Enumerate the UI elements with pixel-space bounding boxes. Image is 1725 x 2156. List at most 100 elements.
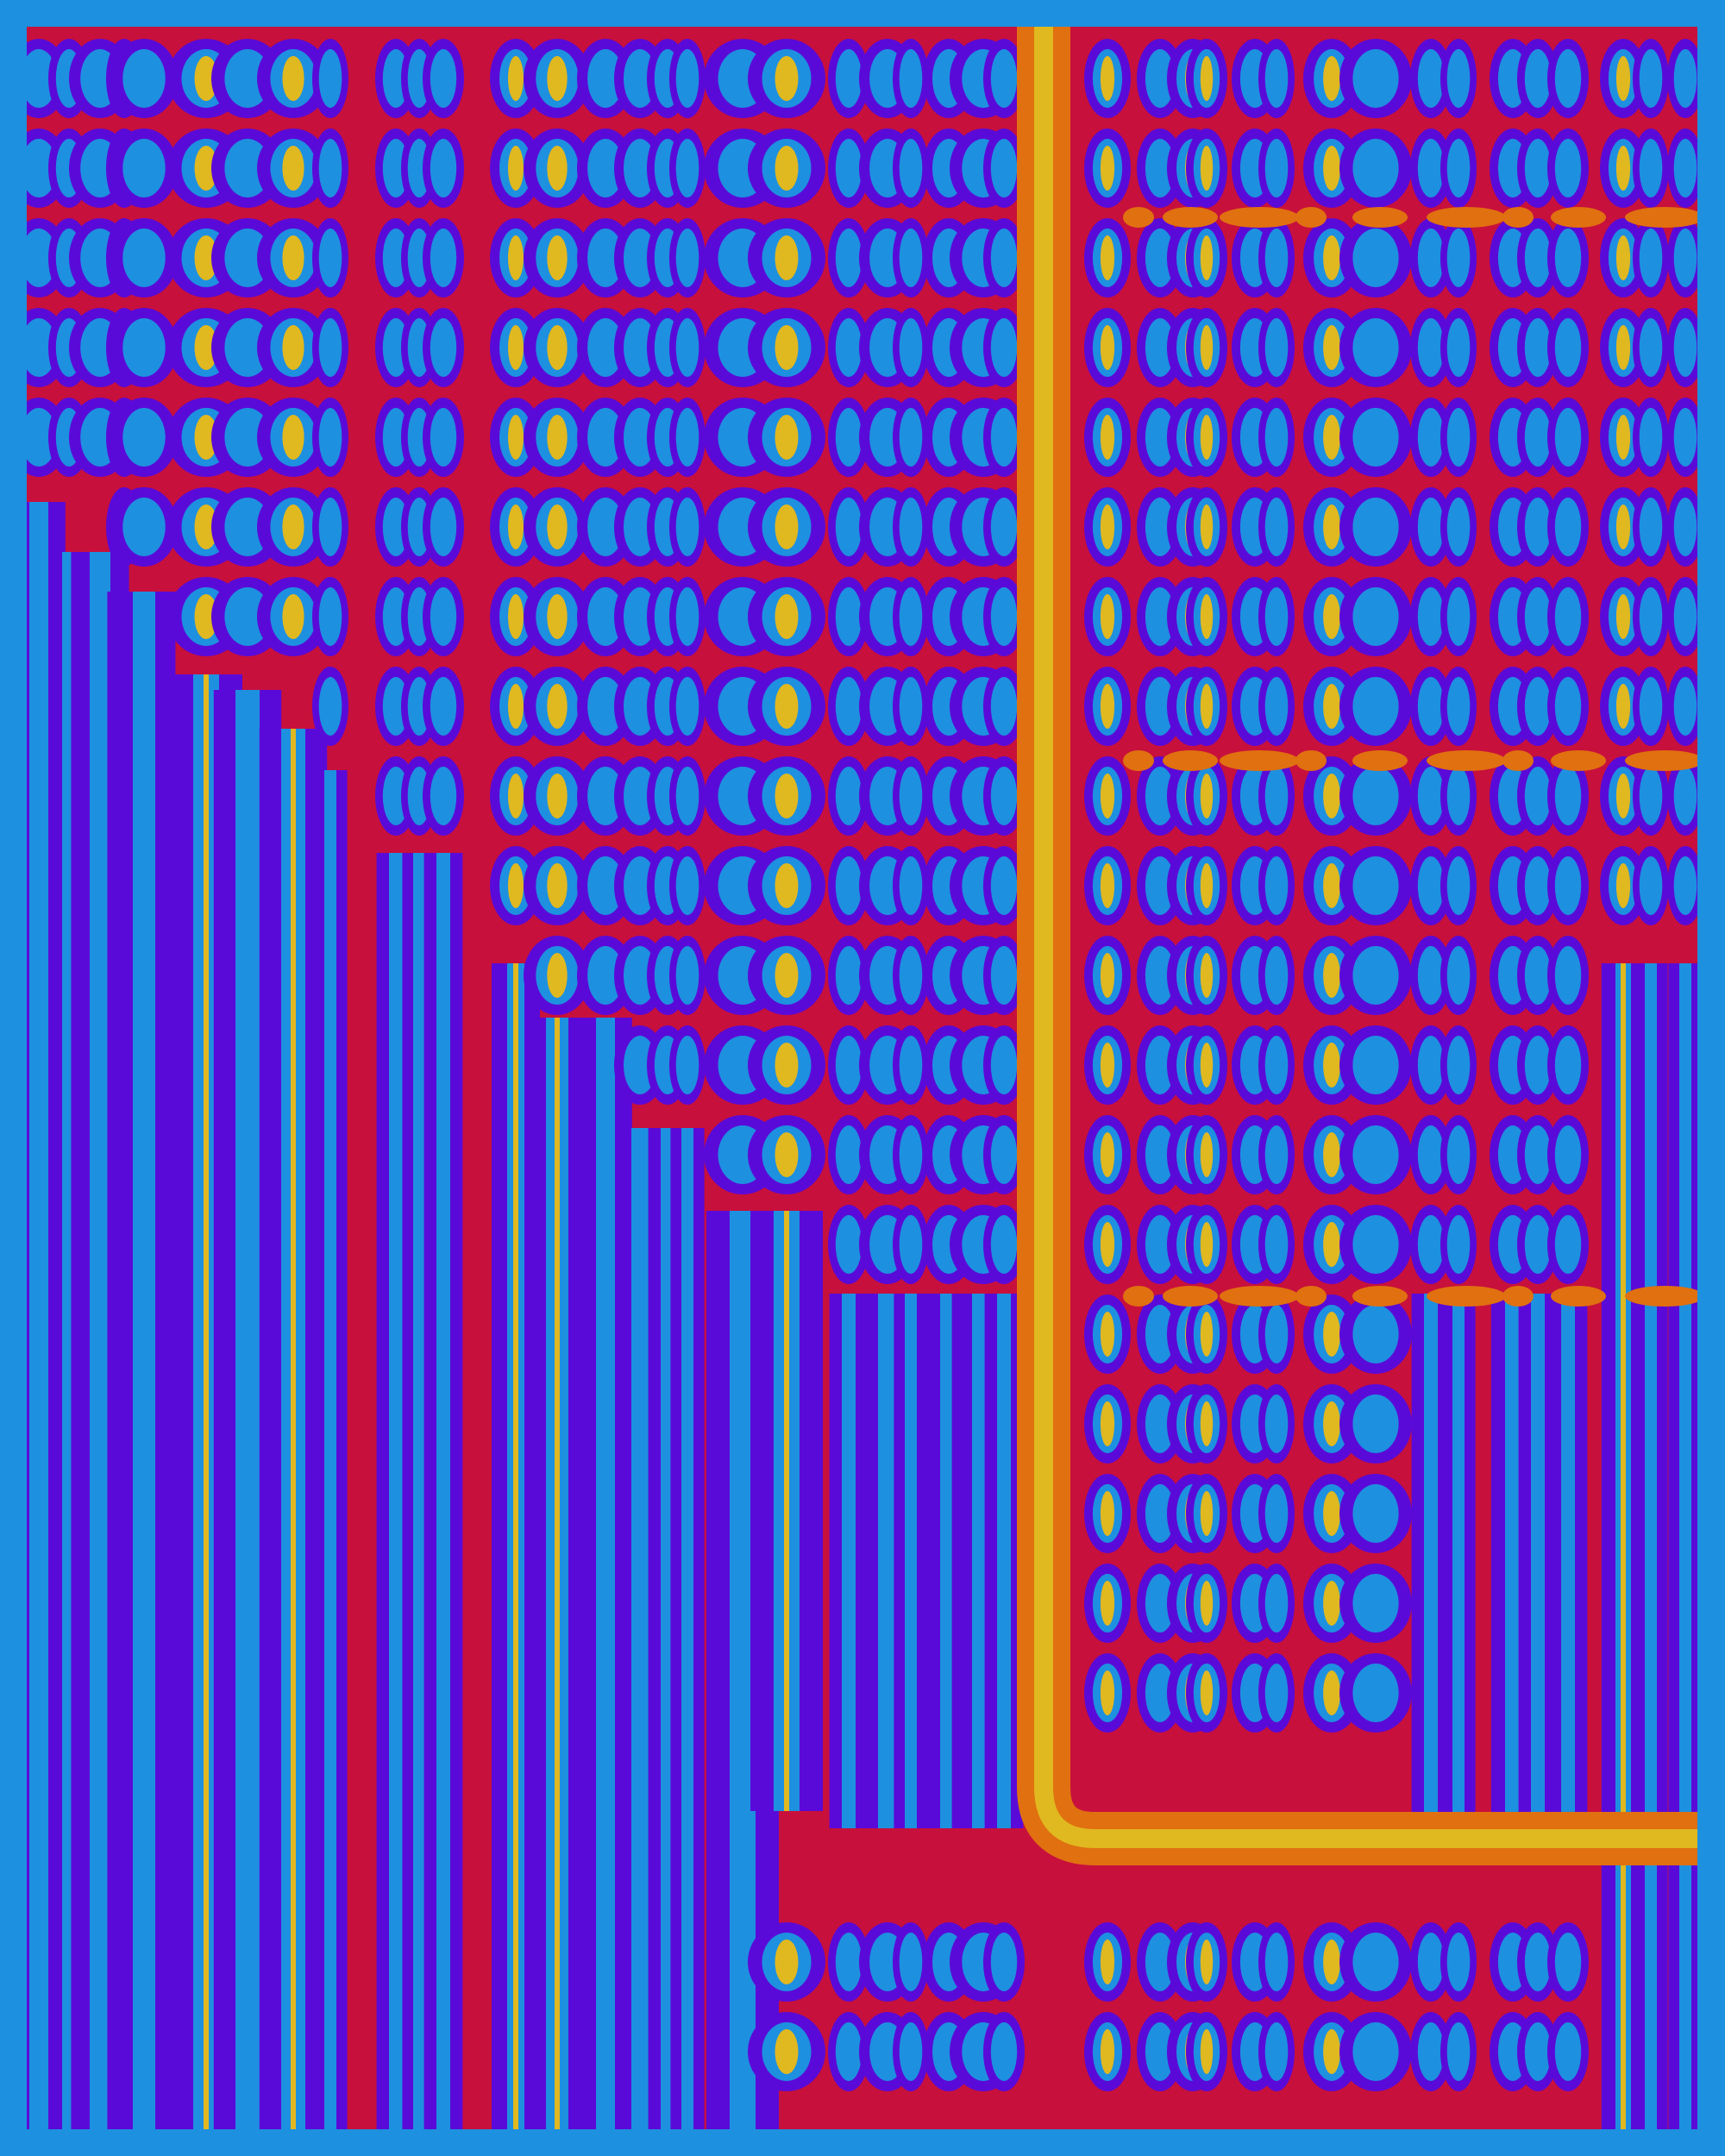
- blob-peak: [1200, 56, 1214, 101]
- blob-peak: [1323, 415, 1340, 460]
- blob-mid: [1446, 1215, 1471, 1274]
- blob-mid: [1264, 1933, 1289, 1991]
- blob-mid: [1145, 677, 1176, 736]
- ridge-dash: [1163, 750, 1218, 771]
- blob-mid: [587, 49, 624, 108]
- blob-mid: [899, 1125, 923, 1184]
- blob-peak: [1615, 415, 1631, 460]
- blob-mid: [1524, 229, 1552, 287]
- blob-peak: [1200, 1581, 1214, 1626]
- blob-mid: [1264, 1664, 1289, 1722]
- blob-mid: [624, 498, 656, 556]
- blob-mid: [675, 587, 699, 646]
- blob-mid: [1524, 856, 1552, 915]
- vertical-stripe-core: [389, 853, 403, 2129]
- blob-mid: [1554, 139, 1582, 197]
- blob-mid: [990, 767, 1018, 825]
- ridge-dash: [1502, 750, 1534, 771]
- blob-mid: [1264, 318, 1289, 377]
- blob-mid: [675, 318, 699, 377]
- blob-mid: [899, 1036, 923, 1094]
- blob-mid: [1417, 1125, 1445, 1184]
- blob-peak: [547, 684, 568, 729]
- blob-mid: [224, 498, 271, 556]
- blob-peak: [1100, 1312, 1115, 1357]
- blob-mid: [675, 1036, 699, 1094]
- blob-peak: [1615, 146, 1631, 191]
- blob-mid: [624, 139, 656, 197]
- blob-mid: [624, 856, 656, 915]
- blob-mid: [318, 229, 342, 287]
- blob-peak: [1200, 953, 1214, 998]
- blob-mid: [1264, 1395, 1289, 1453]
- blob-mid: [587, 587, 624, 646]
- blob-mid: [1673, 856, 1697, 915]
- blob-mid: [990, 318, 1018, 377]
- vertical-stripe-peak: [513, 963, 518, 2129]
- blob-peak: [775, 235, 799, 280]
- blob-peak: [775, 415, 799, 460]
- blob-mid: [990, 1036, 1018, 1094]
- blob-mid: [1639, 318, 1663, 377]
- blob-mid: [1352, 1036, 1399, 1094]
- blob-peak: [282, 415, 304, 460]
- blob-mid: [624, 587, 656, 646]
- blob-peak: [775, 953, 799, 998]
- ridge-dash: [1123, 750, 1154, 771]
- blob-peak: [1200, 774, 1214, 818]
- blob-mid: [1639, 587, 1663, 646]
- blob-mid: [899, 139, 923, 197]
- blob-peak: [547, 235, 568, 280]
- blob-peak: [194, 56, 218, 101]
- blob-peak: [508, 863, 524, 908]
- blob-mid: [624, 677, 656, 736]
- blob-peak: [1200, 325, 1214, 370]
- blob-mid: [1446, 229, 1471, 287]
- blob-peak: [1100, 235, 1115, 280]
- blob-mid: [587, 139, 624, 197]
- ridge-dash: [1123, 1286, 1154, 1307]
- blob-mid: [430, 498, 457, 556]
- blob-peak: [1100, 56, 1115, 101]
- blob-mid: [1264, 139, 1289, 197]
- blob-mid: [1446, 946, 1471, 1005]
- blob-mid: [1446, 139, 1471, 197]
- blob-mid: [675, 139, 699, 197]
- blob-mid: [1554, 1215, 1582, 1274]
- blob-peak: [1100, 1670, 1115, 1715]
- blob-peak: [547, 415, 568, 460]
- blob-mid: [224, 318, 271, 377]
- blob-peak: [508, 235, 524, 280]
- blob-mid: [835, 1933, 862, 1991]
- blob-peak: [1615, 863, 1631, 908]
- blob-mid: [1446, 1933, 1471, 1991]
- blob-mid: [899, 408, 923, 467]
- blob-peak: [775, 774, 799, 818]
- blob-mid: [1524, 408, 1552, 467]
- blob-mid: [27, 139, 57, 197]
- ridge-dash: [1427, 1286, 1506, 1307]
- blob-mid: [1554, 677, 1582, 736]
- blob-peak: [547, 863, 568, 908]
- blob-mid: [1639, 229, 1663, 287]
- blob-mid: [1145, 408, 1176, 467]
- ridge-dash: [1551, 1286, 1606, 1307]
- blob-peak: [282, 505, 304, 549]
- ridge-dash: [1220, 207, 1299, 228]
- blob-peak: [1323, 1312, 1340, 1357]
- vertical-stripe-peak: [784, 1211, 789, 1811]
- blob-peak: [1323, 1043, 1340, 1087]
- blob-peak: [508, 594, 524, 639]
- blob-mid: [1639, 767, 1663, 825]
- blob-mid: [1417, 2022, 1445, 2081]
- blob-peak: [1323, 1222, 1340, 1267]
- blob-peak: [508, 146, 524, 191]
- blob-peak: [1100, 953, 1115, 998]
- blob-peak: [1200, 235, 1214, 280]
- blob-mid: [1673, 318, 1697, 377]
- vertical-stripe-core: [29, 502, 48, 2129]
- blob-peak: [1200, 146, 1214, 191]
- blob-mid: [430, 408, 457, 467]
- blob-peak: [775, 56, 799, 101]
- blob-mid: [1352, 1125, 1399, 1184]
